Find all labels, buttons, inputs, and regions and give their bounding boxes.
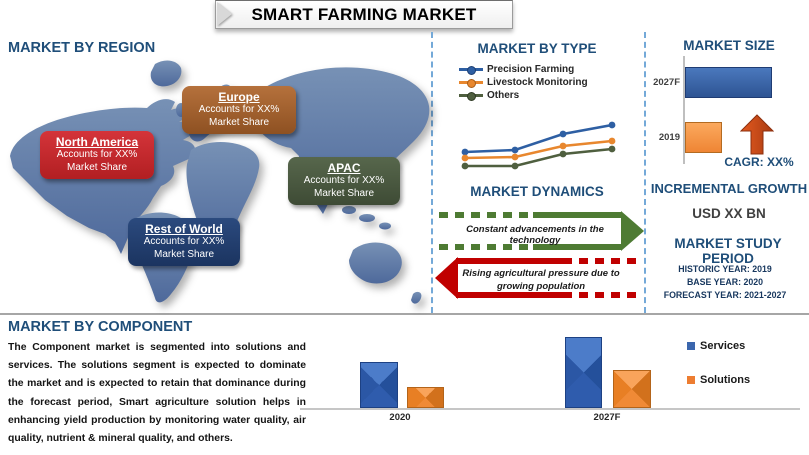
component-x-label-2027f: 2027F: [593, 412, 621, 423]
incremental-growth-heading: INCREMENTAL GROWTH: [650, 181, 808, 196]
map-indonesia-3: [379, 222, 391, 230]
line-marker-icon: [459, 91, 483, 101]
blue-square-icon: [687, 342, 695, 350]
series-others: [461, 145, 616, 170]
region-share-line: Market Share: [313, 187, 375, 199]
series-livestock-monitoring: [461, 137, 616, 162]
region-name: Europe: [218, 90, 260, 104]
region-name: APAC: [327, 161, 361, 175]
series-precision-farming: [461, 121, 616, 156]
region-label-europe: Europe Accounts for XX% Market Share: [182, 86, 296, 134]
driver-arrow-right: [439, 211, 644, 251]
region-label-north-america: North America Accounts for XX% Market Sh…: [40, 131, 154, 179]
size-bar-2027f: [685, 67, 772, 98]
region-share-line: Accounts for XX%: [198, 104, 280, 115]
legend-label: Precision Farming: [487, 64, 575, 75]
study-period-heading: MARKET STUDY PERIOD: [674, 236, 782, 266]
chevron-right-icon: [217, 2, 232, 26]
orange-square-icon: [687, 376, 695, 384]
region-name: Rest of World: [145, 222, 223, 236]
type-chart-legend: Precision Farming Livestock Monitoring O…: [459, 63, 588, 102]
size-section-heading: MARKET SIZE: [683, 38, 775, 53]
legend-label: Services: [700, 340, 746, 352]
cagr-label: CAGR: XX%: [724, 155, 794, 169]
map-indonesia-1: [342, 206, 356, 214]
map-australia: [349, 242, 402, 284]
legend-item-solutions: Solutions: [687, 374, 750, 386]
region-label-apac: APAC Accounts for XX% Market Share: [288, 157, 400, 205]
size-chart-axis: [683, 56, 685, 164]
size-bar-label-2019: 2019: [658, 132, 680, 143]
component-description: The Component market is segmented into s…: [8, 342, 306, 445]
region-share-line: Market Share: [153, 248, 215, 260]
legend-label: Others: [487, 90, 520, 101]
legend-item-services: Services: [687, 340, 750, 352]
size-bar-2019: [685, 122, 722, 153]
page-title-box: SMART FARMING MARKET: [215, 0, 513, 29]
region-name: North America: [55, 135, 139, 149]
page-title: SMART FARMING MARKET: [251, 4, 477, 24]
cagr-up-arrow-icon: [740, 114, 774, 155]
bar-solutions-2020: [407, 387, 444, 408]
type-section-heading: MARKET BY TYPE: [477, 41, 597, 56]
historic-year: HISTORIC YEAR: 2019: [678, 264, 772, 274]
base-year: BASE YEAR: 2020: [686, 277, 764, 287]
legend-label: Livestock Monitoring: [487, 77, 588, 88]
map-indonesia-2: [359, 214, 375, 222]
type-line-chart: [461, 121, 616, 170]
legend-item-others: Others: [459, 89, 588, 102]
region-share-line: Market Share: [208, 116, 270, 128]
horizontal-divider: [0, 313, 809, 315]
line-marker-icon: [459, 65, 483, 75]
incremental-growth-value: USD XX BN: [692, 206, 766, 221]
region-share-line: Market Share: [66, 161, 128, 173]
legend-label: Solutions: [700, 374, 751, 386]
bar-services-2020: [360, 362, 398, 408]
arrowhead-left-icon: [435, 257, 458, 299]
bar-solutions-2027f: [613, 370, 651, 408]
legend-item-livestock-monitoring: Livestock Monitoring: [459, 76, 588, 89]
forecast-year: FORECAST YEAR: 2021-2027: [663, 290, 787, 300]
line-marker-icon: [459, 78, 483, 88]
region-share-line: Accounts for XX%: [56, 149, 138, 160]
restraint-text: Rising agricultural pressure due to grow…: [462, 268, 620, 292]
study-period-lines: HISTORIC YEAR: 2019 BASE YEAR: 2020 FORE…: [643, 263, 807, 302]
legend-item-precision-farming: Precision Farming: [459, 63, 588, 76]
arrowhead-right-icon: [621, 211, 644, 251]
region-share-line: Accounts for XX%: [303, 175, 385, 186]
map-new-zealand: [411, 291, 422, 304]
region-share-line: Accounts for XX%: [143, 236, 225, 247]
bar-services-2027f: [565, 337, 602, 408]
component-x-label-2020: 2020: [389, 412, 411, 423]
size-bar-label-2027f: 2027F: [653, 77, 680, 88]
component-chart-legend: Services Solutions: [687, 340, 750, 408]
vertical-divider-right: [644, 32, 646, 313]
vertical-divider-left: [431, 32, 433, 313]
region-section-heading: MARKET BY REGION: [8, 40, 156, 56]
component-bar-chart: [300, 322, 800, 410]
dynamics-section-heading: MARKET DYNAMICS: [470, 184, 604, 199]
region-label-rest-of-world: Rest of World Accounts for XX% Market Sh…: [128, 218, 240, 266]
restraint-arrow-left: [435, 257, 641, 299]
map-greenland: [150, 60, 182, 87]
driver-text: Constant advancements in the technology: [466, 224, 604, 246]
component-section-heading: MARKET BY COMPONENT: [8, 319, 193, 335]
